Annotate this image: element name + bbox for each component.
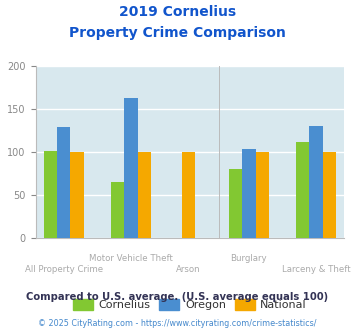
- Legend: Cornelius, Oregon, National: Cornelius, Oregon, National: [69, 295, 311, 314]
- Bar: [44, 151, 57, 238]
- Text: Property Crime Comparison: Property Crime Comparison: [69, 26, 286, 40]
- Text: Compared to U.S. average. (U.S. average equals 100): Compared to U.S. average. (U.S. average …: [26, 292, 329, 302]
- Text: Arson: Arson: [176, 265, 201, 274]
- Bar: [229, 169, 242, 238]
- Text: Motor Vehicle Theft: Motor Vehicle Theft: [89, 254, 173, 263]
- Text: © 2025 CityRating.com - https://www.cityrating.com/crime-statistics/: © 2025 CityRating.com - https://www.city…: [38, 319, 317, 328]
- Text: Burglary: Burglary: [230, 254, 267, 263]
- Bar: [181, 152, 195, 238]
- Bar: [124, 98, 138, 238]
- Bar: [256, 152, 269, 238]
- Bar: [323, 152, 336, 238]
- Bar: [138, 152, 151, 238]
- Bar: [111, 182, 124, 238]
- Text: Larceny & Theft: Larceny & Theft: [282, 265, 350, 274]
- Bar: [309, 126, 323, 238]
- Text: 2019 Cornelius: 2019 Cornelius: [119, 5, 236, 19]
- Bar: [57, 127, 71, 238]
- Bar: [296, 142, 309, 238]
- Text: All Property Crime: All Property Crime: [25, 265, 103, 274]
- Bar: [242, 149, 256, 238]
- Bar: [71, 152, 84, 238]
